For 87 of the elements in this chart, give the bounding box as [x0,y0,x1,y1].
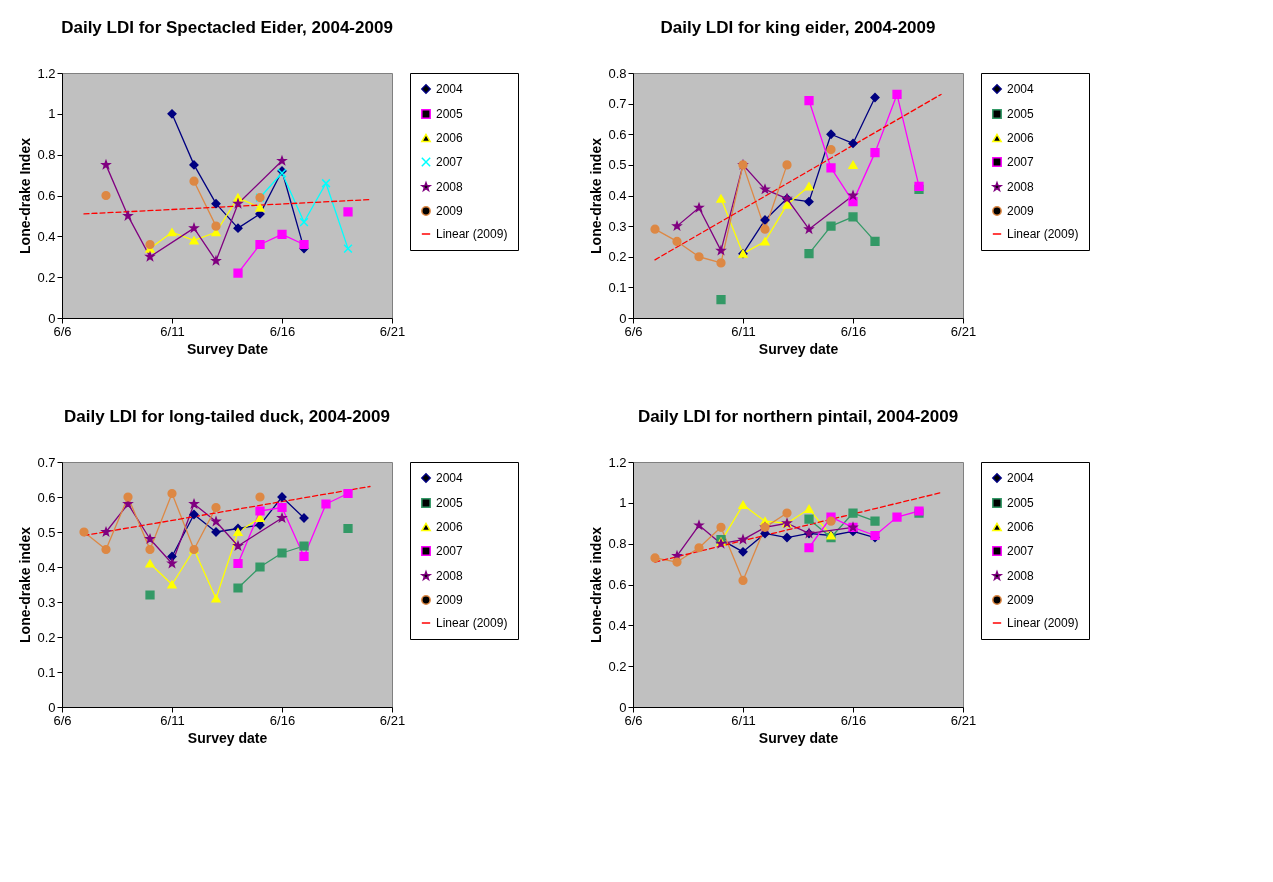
y-tick-label: 0.1 [608,279,627,295]
y-tick-label: 0.3 [608,218,627,234]
x-tick-label: 6/21 [379,323,406,339]
x-axis-title: Survey date [758,340,839,357]
legend-label: 2007 [436,155,464,169]
x-tick-label: 6/6 [53,323,72,339]
y-tick-label: 1.2 [608,454,627,470]
legend-label: Linear (2009) [436,227,508,241]
y-tick-label: 0.6 [37,188,56,203]
y-tick-label: 1 [619,495,627,511]
y-tick-label: 0.2 [608,658,627,674]
legend-label: 2004 [436,82,464,96]
x-tick-label: 6/21 [379,712,406,728]
y-tick-label: 0 [48,310,56,326]
legend-label: 2005 [1007,107,1035,121]
x-tick-label: 6/21 [950,323,977,339]
x-tick-label: 6/11 [160,323,185,339]
x-tick-label: 6/16 [840,712,867,728]
y-axis-title: Lone-drake index [588,526,605,643]
y-tick-label: 0.1 [37,664,56,680]
legend-label: 2008 [436,180,464,194]
legend-label: 2008 [436,569,464,583]
y-tick-label: 0.6 [608,577,627,592]
x-tick-label: 6/11 [731,712,756,728]
y-tick-label: 0.6 [37,489,56,505]
legend-label: Linear (2009) [1007,616,1079,630]
x-axis-title: Survey date [758,729,839,746]
y-tick-label: 0.8 [608,536,627,552]
x-axis-title: Survey date [187,729,268,746]
x-tick-label: 6/16 [840,323,867,339]
legend-label: 2005 [436,107,464,121]
x-tick-label: 6/6 [624,323,643,339]
y-tick-label: 1 [48,106,56,122]
y-axis-title: Lone-drake index [588,137,605,254]
legend-label: 2006 [436,520,464,534]
chart-title: Daily LDI for northern pintail, 2004-2009 [637,407,959,426]
legend-label: 2008 [1007,180,1035,194]
legend-label: Linear (2009) [1007,227,1079,241]
y-tick-label: 0.2 [37,269,56,285]
y-axis-title: Lone-drake Index [17,137,34,254]
legend-label: 2009 [1007,204,1035,218]
legend-label: 2007 [1007,544,1035,558]
y-tick-label: 0.4 [608,188,627,203]
x-axis-title: Survey Date [187,340,269,357]
legend-label: 2004 [1007,82,1035,96]
x-tick-label: 6/11 [160,712,185,728]
y-tick-label: 1.2 [37,65,56,81]
y-tick-label: 0.3 [37,594,56,610]
x-tick-label: 6/16 [269,712,296,728]
x-tick-label: 6/16 [269,323,296,339]
y-tick-label: 0.2 [37,629,56,645]
y-axis-title: Lone-drake index [17,526,34,643]
x-tick-label: 6/21 [950,712,977,728]
legend-label: 2008 [1007,569,1035,583]
y-tick-label: 0.2 [608,249,627,265]
y-tick-label: 0.4 [37,559,56,575]
legend-label: 2004 [1007,471,1035,485]
y-tick-label: 0.5 [37,524,56,540]
y-tick-label: 0.6 [608,126,627,142]
y-tick-label: 0.4 [608,617,627,633]
legend-label: 2007 [1007,155,1035,169]
chart-title: Daily LDI for long-tailed duck, 2004-2009 [64,407,390,426]
x-tick-label: 6/6 [53,712,72,728]
legend-label: 2009 [436,204,464,218]
legend-label: 2006 [1007,520,1035,534]
y-tick-label: 0.4 [37,228,56,244]
x-tick-label: 6/11 [731,323,756,339]
x-tick-label: 6/6 [624,712,643,728]
y-tick-label: 0 [619,699,627,715]
legend-label: 2009 [436,593,464,607]
y-tick-label: 0.7 [608,96,627,112]
y-tick-label: 0.5 [608,157,627,173]
y-tick-label: 0 [48,699,56,715]
legend-label: 2005 [436,496,464,510]
chart-title: Daily LDI for Spectacled Eider, 2004-2009 [61,18,393,37]
chart-title: Daily LDI for king eider, 2004-2009 [660,18,936,37]
y-tick-label: 0.7 [37,454,56,470]
legend-label: 2005 [1007,496,1035,510]
y-tick-label: 0.8 [608,65,627,81]
legend-label: 2006 [436,131,464,145]
legend-label: 2007 [436,544,464,558]
y-tick-label: 0 [619,310,627,326]
y-tick-label: 0.8 [37,147,56,163]
legend-label: 2004 [436,471,464,485]
legend-label: 2009 [1007,593,1035,607]
legend-label: 2006 [1007,131,1035,145]
legend-label: Linear (2009) [436,616,508,630]
